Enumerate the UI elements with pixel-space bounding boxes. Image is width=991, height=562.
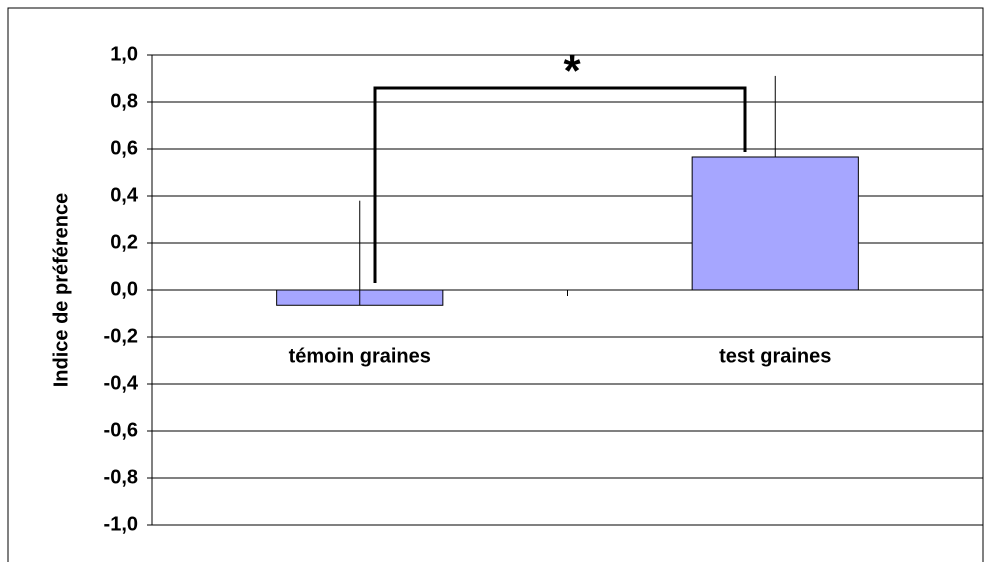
- y-tick-label: 1,0: [110, 43, 138, 65]
- y-tick-label: -0,6: [104, 419, 138, 441]
- y-tick-label: -0,4: [104, 372, 139, 394]
- y-tick-label: 0,4: [110, 184, 139, 206]
- y-tick-label: 0,2: [110, 231, 138, 253]
- bar: [691, 156, 859, 291]
- y-axis-label: Indice de préférence: [50, 193, 72, 388]
- significance-star: *: [563, 47, 581, 96]
- x-tick-label: témoin graines: [289, 345, 431, 367]
- y-tick-label: -0,2: [104, 325, 138, 347]
- x-tick-label: test graines: [719, 345, 831, 367]
- y-tick-label: -0,8: [104, 466, 138, 488]
- y-tick-label: 0,0: [110, 278, 138, 300]
- y-tick-label: 0,8: [110, 90, 138, 112]
- y-tick-label: -1,0: [104, 513, 138, 535]
- significance-bracket: [373, 86, 747, 283]
- y-tick-label: 0,6: [110, 137, 138, 159]
- chart-frame: [7, 7, 984, 562]
